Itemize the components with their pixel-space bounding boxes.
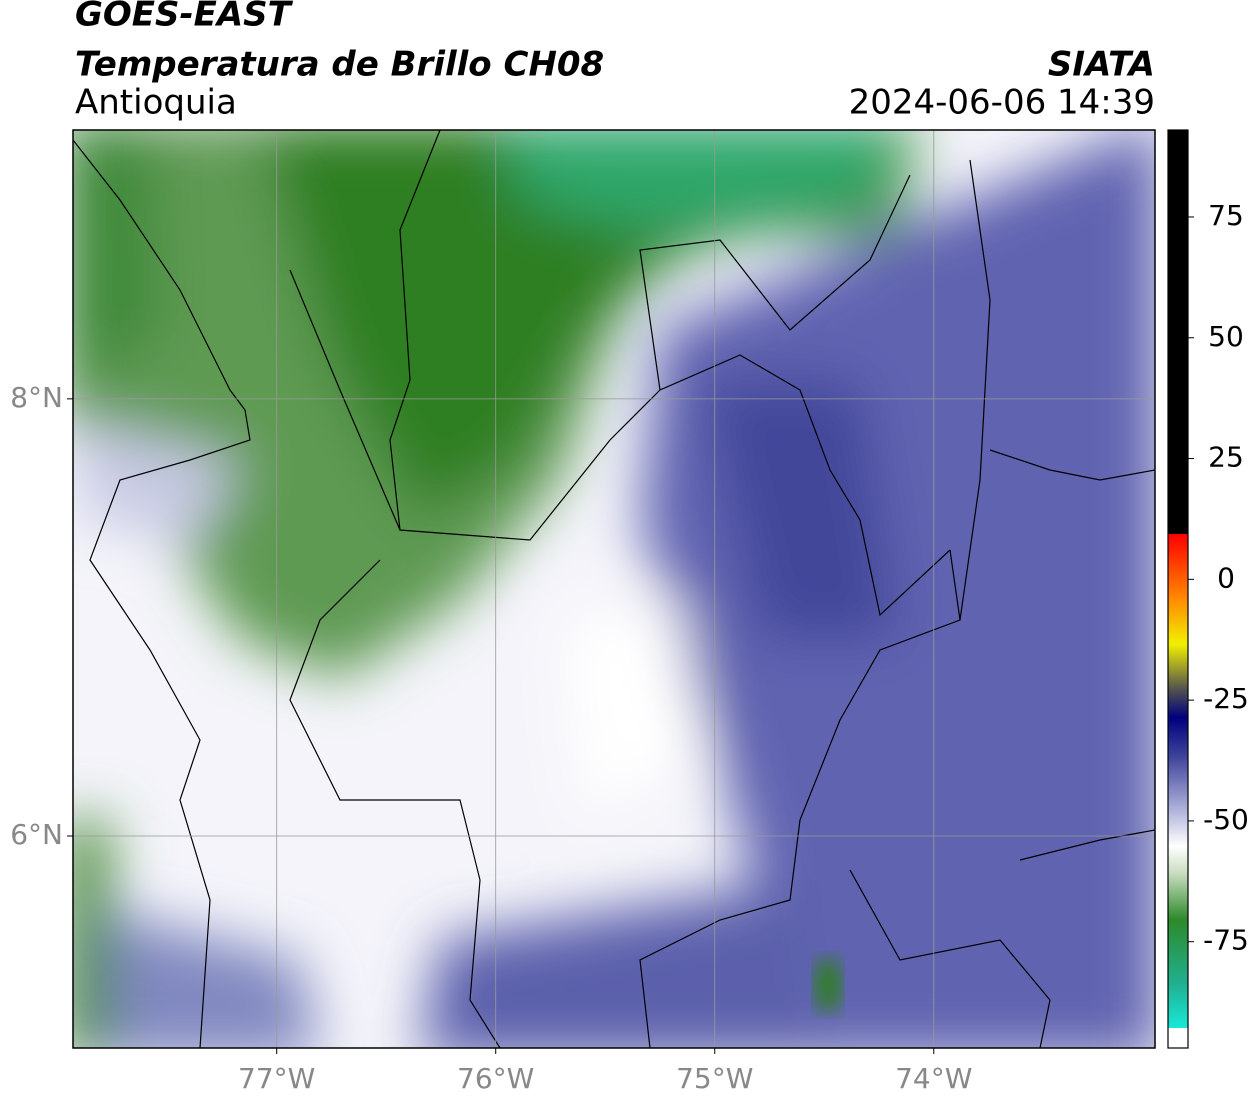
colorbar-tick-label: 75	[1208, 199, 1244, 232]
colorbar-tick-label: -75	[1203, 924, 1249, 957]
region: Antioquia	[75, 83, 237, 123]
map-frame	[72, 129, 1156, 1049]
colorbar	[1167, 129, 1189, 1049]
y-tick-label: 8°N	[10, 381, 63, 414]
subtitle: Temperatura de Brillo CH08	[75, 45, 604, 85]
title: GOES-EAST	[75, 0, 294, 35]
grid	[73, 130, 1155, 1048]
colorbar-tick-label: 25	[1208, 441, 1244, 474]
colorbar-tick-label: -25	[1203, 682, 1249, 715]
x-tick-label: 74°W	[895, 1062, 972, 1095]
source: SIATA	[1048, 45, 1155, 85]
colorbar-tick-label: 0	[1217, 561, 1235, 594]
x-tick-label: 76°W	[457, 1062, 534, 1095]
y-tick-label: 6°N	[10, 818, 63, 851]
x-tick-label: 77°W	[238, 1062, 315, 1095]
colorbar-tick-label: -50	[1203, 803, 1249, 836]
colorbar-tick-label: 50	[1208, 320, 1244, 353]
timestamp: 2024-06-06 14:39	[849, 83, 1155, 123]
x-tick-label: 75°W	[676, 1062, 753, 1095]
satellite-image	[73, 130, 1155, 1048]
